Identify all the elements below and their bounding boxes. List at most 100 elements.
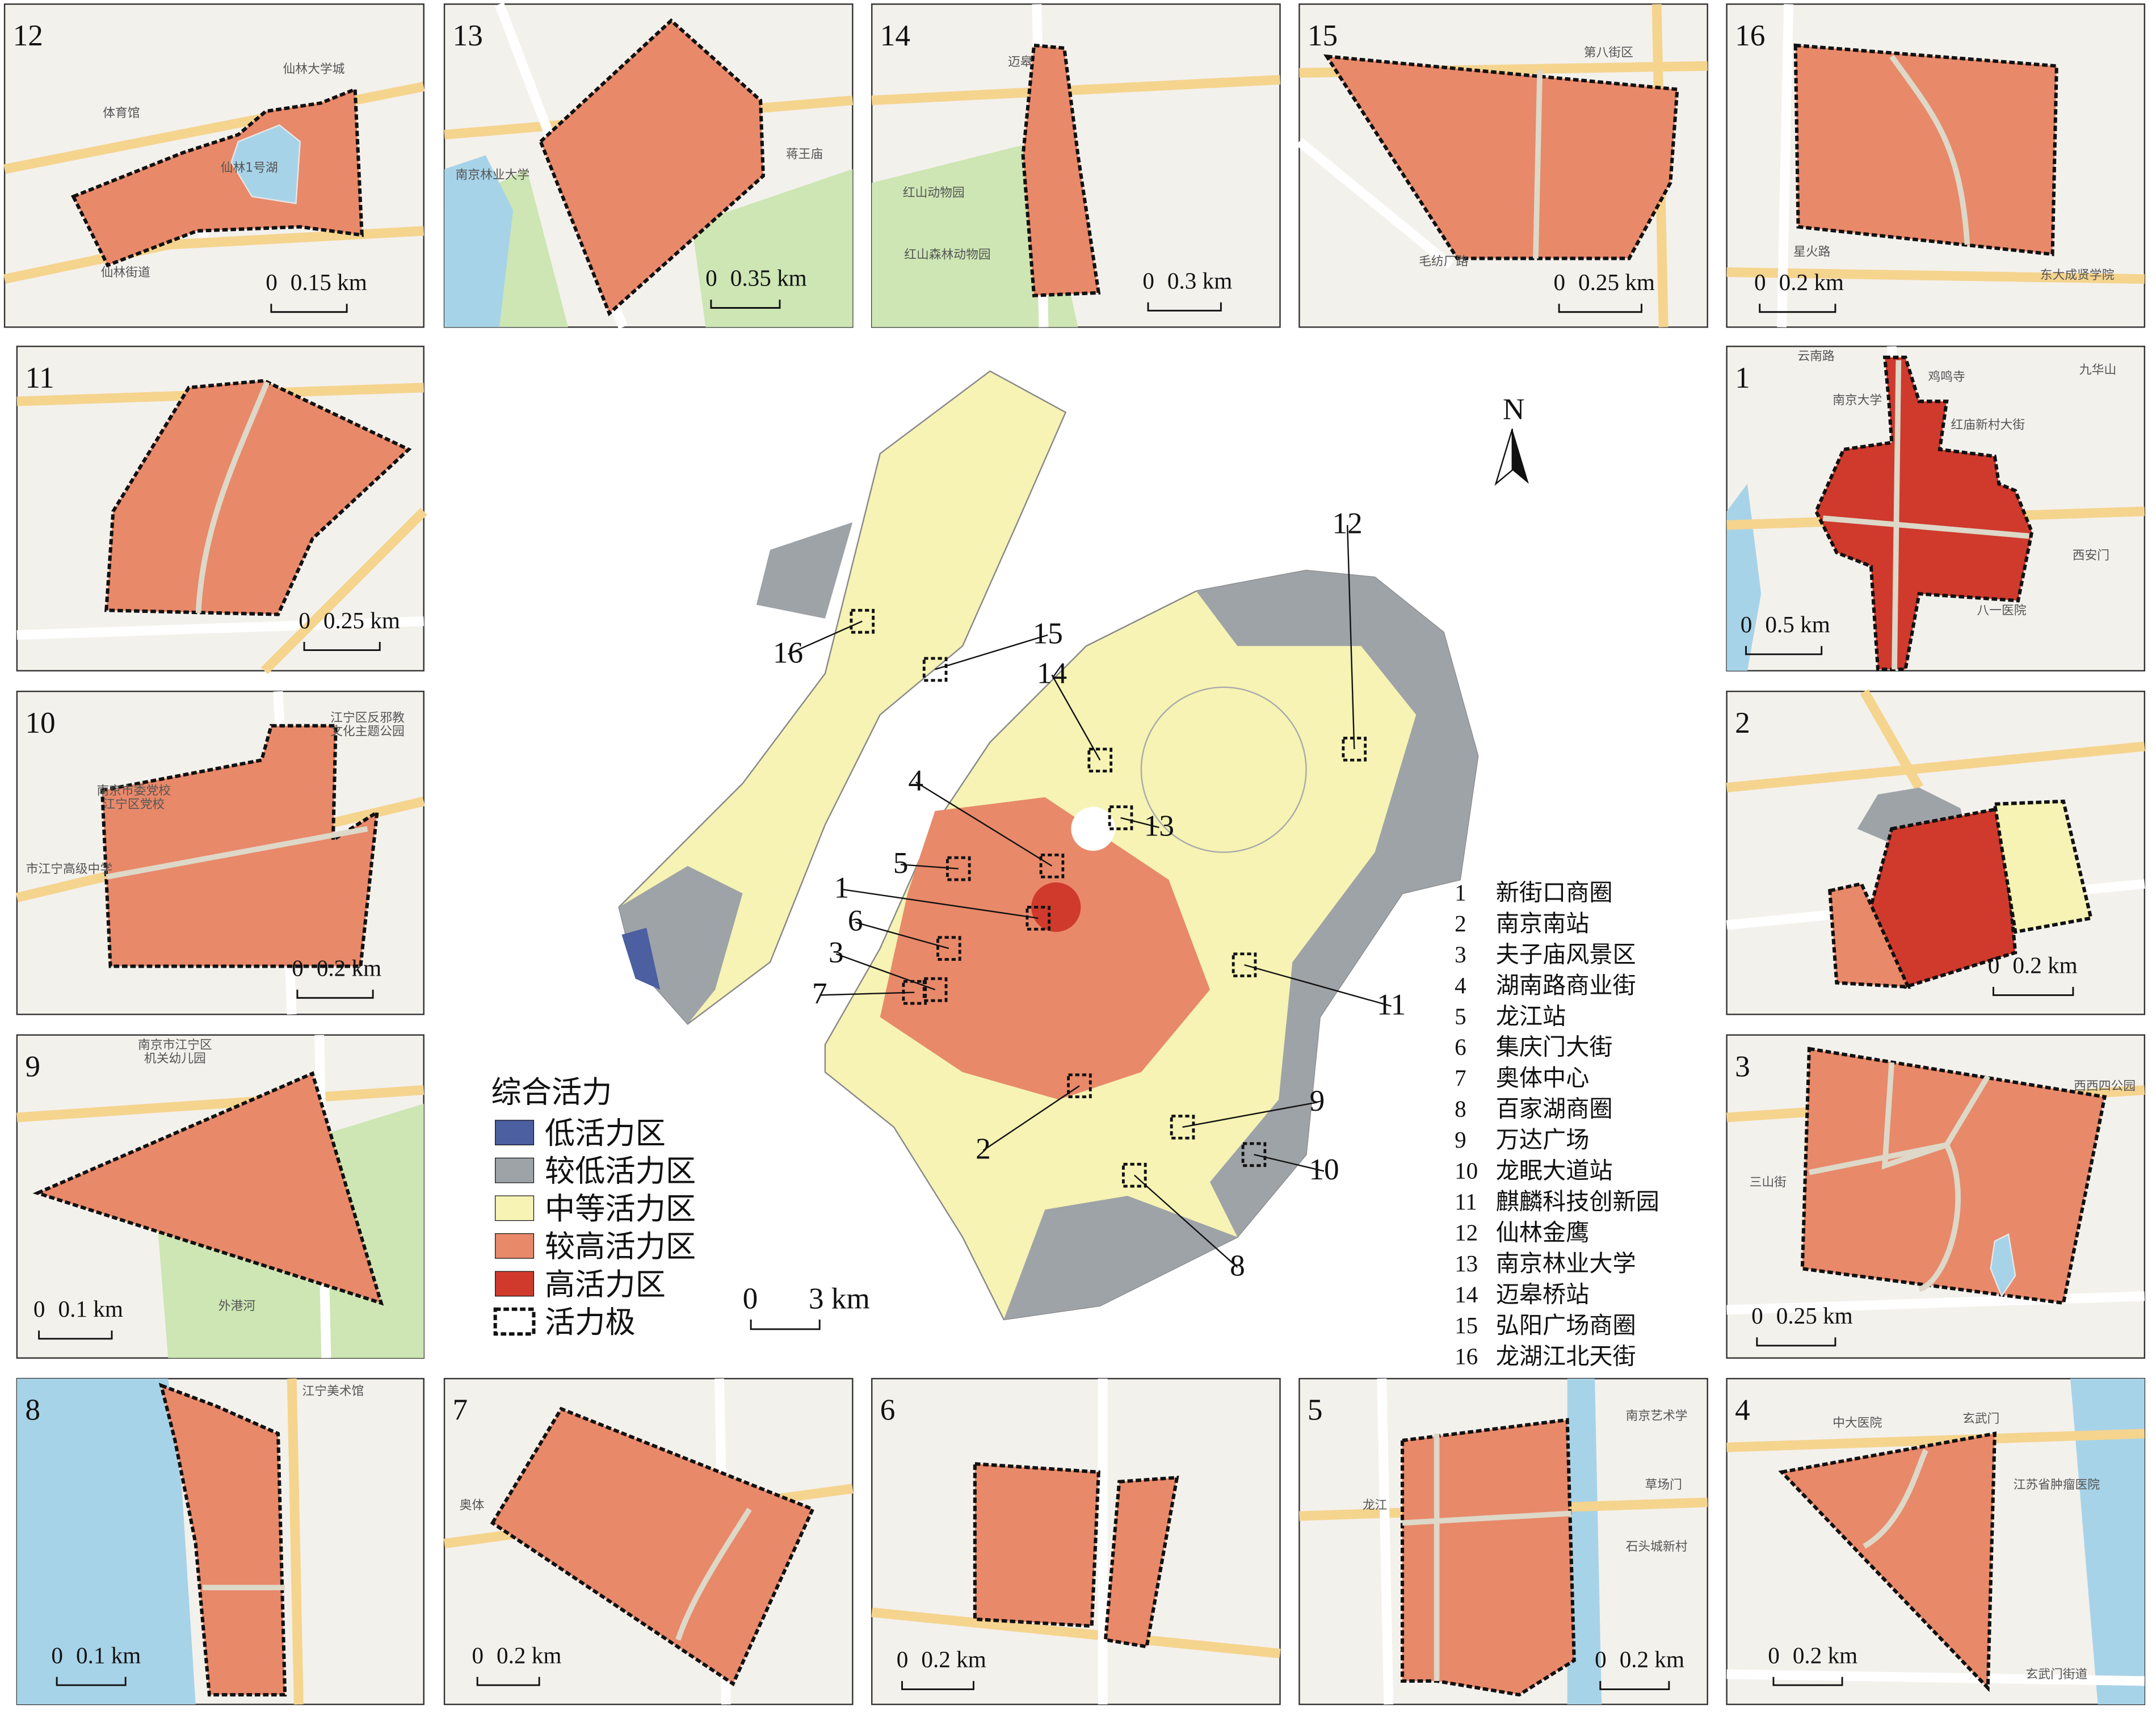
low-zone: [756, 522, 853, 619]
map-label: 江苏省肿瘤医院: [2014, 1478, 2100, 1492]
road: [1726, 1669, 2145, 1686]
map-label: 奥体: [460, 1498, 485, 1513]
road-divider: [1808, 1062, 1990, 1292]
road: [1726, 267, 2145, 284]
key-number: 5: [1455, 1003, 1466, 1029]
pole-marker: [850, 608, 875, 634]
scale-distance: 0.25 km: [1776, 1303, 1853, 1329]
legend-label: 高活力区: [545, 1268, 666, 1301]
map-panel: 2 0 0.2 km: [1726, 688, 2146, 1015]
road: [1726, 741, 2145, 793]
key-name: 百家湖商圈: [1496, 1096, 1613, 1122]
map-label: 仙林大学城: [283, 62, 345, 76]
water: [1726, 484, 1762, 671]
road: [1726, 1291, 2145, 1315]
map-label: 西西四公园: [2074, 1079, 2136, 1093]
road-divider: [1889, 54, 1970, 245]
leader-line: [935, 634, 1048, 670]
map-panel: 6 0 0.2 km: [871, 1377, 1281, 1705]
key-number: 3: [1455, 941, 1466, 967]
scale-bar: [1759, 304, 1836, 313]
vitality-zone: [104, 379, 412, 616]
panel-number: 2: [1735, 706, 1750, 740]
vitality-zone: [973, 1461, 1100, 1628]
scale-distance: 0.3 km: [1167, 268, 1232, 294]
vitality-zone: [1828, 881, 1911, 989]
key-name: 迈皋桥站: [1496, 1282, 1590, 1308]
leader-line: [788, 620, 863, 655]
scale-zero: 0: [1751, 1303, 1763, 1329]
road-divider: [675, 1507, 752, 1641]
key-number: 6: [1455, 1034, 1466, 1060]
leader-line: [915, 781, 1053, 867]
scale-bar: [1772, 1677, 1843, 1686]
panel-number: 3: [1735, 1049, 1750, 1083]
road: [1377, 1378, 1394, 1705]
scale-bar: [710, 299, 781, 309]
pole-marker: [936, 936, 961, 961]
scale-bar: [270, 304, 348, 313]
park: [691, 169, 853, 327]
pole-number: 8: [1230, 1249, 1245, 1282]
road: [1776, 4, 1794, 327]
map-label: 星火路: [1793, 245, 1831, 259]
road-divider: [106, 826, 368, 880]
panel-number: 6: [880, 1393, 896, 1427]
pole-marker: [1232, 952, 1257, 977]
key-name: 万达广场: [1496, 1127, 1590, 1153]
map-label: 江宁美术馆: [302, 1384, 364, 1398]
leader-line: [819, 992, 915, 996]
key-name: 弘阳广场商圈: [1496, 1312, 1636, 1338]
legend-swatch: [495, 1271, 535, 1297]
leader-line: [982, 1085, 1080, 1152]
legend-swatch: [495, 1195, 535, 1221]
map-label: 机关幼儿园: [144, 1052, 206, 1066]
map-label: 红山动物园: [903, 186, 965, 200]
key-number: 10: [1455, 1158, 1478, 1184]
pole-marker: [1026, 905, 1051, 931]
map-label: 云南路: [1797, 350, 1835, 364]
map-label: 迈皋: [1008, 55, 1033, 69]
scale-zero: 0: [292, 955, 304, 981]
scale-bar: [1992, 986, 2074, 996]
panel-number: 12: [13, 19, 43, 52]
map-panel: 南京林业大学 蒋王庙 13 0 0.35 km: [443, 2, 854, 329]
map-label: 毛纺厂路: [1419, 254, 1468, 268]
pole-marker: [1087, 747, 1113, 773]
panel-number: 11: [25, 361, 54, 394]
water: [1567, 1379, 1602, 1705]
key-name: 奥体中心: [1496, 1065, 1590, 1091]
scale-distance: 0.25 km: [323, 607, 400, 633]
scale-bar: [1745, 646, 1823, 656]
scale-bar: [303, 641, 381, 651]
map-label: 南京艺术学: [1626, 1409, 1688, 1423]
pole-number: 15: [1033, 616, 1063, 650]
leader-line: [855, 921, 949, 950]
pole-number: 10: [1309, 1153, 1339, 1186]
key-number: 4: [1455, 972, 1466, 998]
panel-number: 5: [1308, 1393, 1323, 1427]
key-name: 龙湖江北天街: [1496, 1343, 1636, 1369]
vitality-zone: [32, 1071, 384, 1306]
scale-zero: 0: [266, 269, 278, 295]
scale-distance: 0.2 km: [317, 955, 381, 981]
pole-marker: [1067, 1073, 1092, 1099]
key-number: 9: [1455, 1127, 1466, 1153]
map-label: 西安门: [2073, 549, 2109, 563]
water: [16, 1379, 196, 1705]
scale-zero: 0: [705, 265, 717, 291]
pole-number: 12: [1333, 507, 1363, 540]
scale-distance: 0.1 km: [76, 1642, 141, 1668]
panel-number: 14: [880, 19, 910, 52]
key-name: 龙江站: [1496, 1003, 1566, 1029]
key-number: 15: [1455, 1312, 1478, 1338]
scale-distance: 0.2 km: [1793, 1642, 1857, 1668]
low-zone: [1003, 1195, 1238, 1320]
map-label: 蒋王庙: [786, 148, 823, 162]
key-number: 11: [1455, 1188, 1477, 1215]
